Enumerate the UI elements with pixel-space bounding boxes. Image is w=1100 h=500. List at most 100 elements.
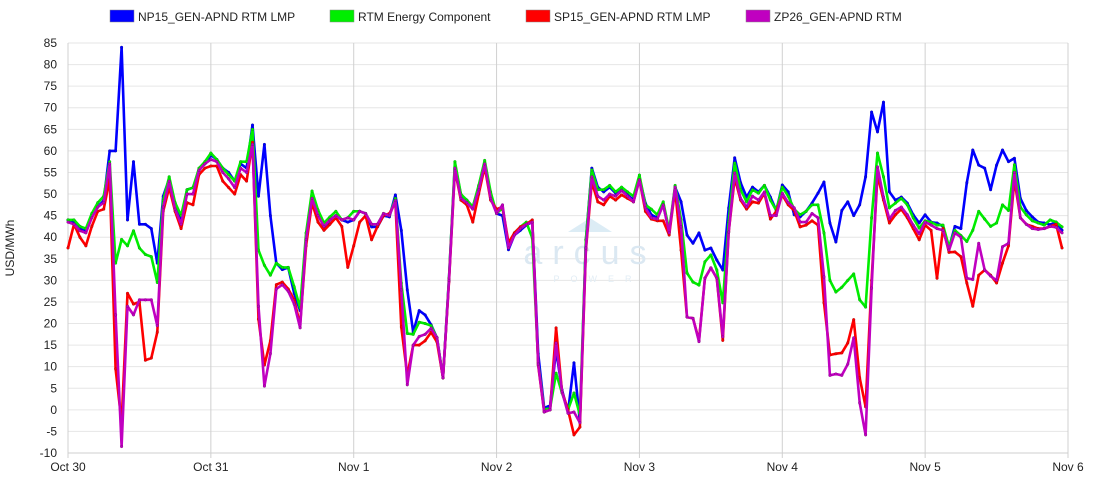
data-point <box>578 421 582 425</box>
y-tick-label: 50 <box>44 187 58 201</box>
data-point <box>84 231 88 235</box>
data-point <box>852 336 856 340</box>
data-point <box>316 214 320 218</box>
data-point <box>929 220 933 224</box>
data-point <box>423 339 427 343</box>
data-point <box>233 192 237 196</box>
data-point <box>209 157 213 162</box>
data-point <box>554 326 558 330</box>
data-point <box>512 233 517 237</box>
y-tick-label: 10 <box>44 360 58 374</box>
data-point <box>709 253 713 257</box>
series-rtm-energy-component <box>66 127 1064 417</box>
data-point <box>887 221 892 225</box>
data-point <box>947 248 951 252</box>
data-point <box>965 281 969 285</box>
data-point <box>66 220 70 224</box>
data-point <box>292 285 296 289</box>
data-point <box>274 261 278 265</box>
data-point <box>679 225 683 229</box>
data-point <box>1030 226 1034 231</box>
data-point <box>221 170 225 175</box>
data-point <box>131 302 136 306</box>
data-point <box>679 200 683 204</box>
y-tick-label: 55 <box>44 165 58 179</box>
data-point <box>84 244 88 248</box>
data-point <box>149 226 153 231</box>
data-point <box>971 148 975 152</box>
data-point <box>971 304 975 308</box>
data-point <box>858 401 862 405</box>
legend-item: NP15_GEN-APND RTM LMP <box>109 9 295 24</box>
data-point <box>108 162 112 166</box>
data-point <box>929 223 933 227</box>
series-group <box>66 45 1064 449</box>
data-point <box>846 341 850 345</box>
data-point <box>661 200 665 204</box>
data-point <box>792 206 796 210</box>
arcus-power-watermark: arcus POWER <box>523 218 647 284</box>
data-point <box>548 408 552 412</box>
data-point <box>167 175 171 179</box>
data-point <box>590 175 594 179</box>
data-point <box>768 214 772 218</box>
data-point <box>155 330 159 334</box>
data-point <box>209 151 213 155</box>
data-point <box>191 203 195 207</box>
y-tick-label: 5 <box>50 381 57 395</box>
data-point <box>268 352 272 356</box>
data-point <box>893 201 897 205</box>
data-point <box>869 286 874 290</box>
data-point <box>852 214 856 218</box>
data-point <box>786 194 790 198</box>
x-tick-label: Nov 1 <box>338 460 370 474</box>
data-point <box>244 170 249 175</box>
data-point <box>637 173 642 177</box>
data-point <box>649 216 653 220</box>
y-tick-label: 60 <box>44 144 58 158</box>
data-point <box>96 205 100 209</box>
data-point <box>90 216 94 220</box>
y-tick-label: 40 <box>44 230 58 244</box>
data-point <box>417 308 421 313</box>
data-point <box>381 211 386 216</box>
data-point <box>1006 208 1011 213</box>
data-point <box>875 151 880 155</box>
data-point <box>340 218 344 222</box>
data-point <box>762 183 767 188</box>
data-point <box>965 276 969 280</box>
data-point <box>542 410 546 414</box>
legend-label: NP15_GEN-APND RTM LMP <box>138 10 295 24</box>
data-point <box>506 246 511 250</box>
data-point <box>268 214 272 218</box>
data-point <box>756 191 761 195</box>
data-point <box>441 376 445 380</box>
data-point <box>352 218 356 222</box>
data-point <box>227 177 231 181</box>
x-tick-label: Nov 2 <box>481 460 513 474</box>
data-point <box>869 216 874 220</box>
data-point <box>887 206 892 210</box>
data-point <box>756 201 761 205</box>
data-point <box>762 190 767 194</box>
data-point <box>721 268 725 272</box>
data-point <box>864 433 868 437</box>
series-line <box>66 141 1064 437</box>
data-point <box>262 384 267 388</box>
data-point <box>256 194 261 198</box>
data-point <box>483 158 487 162</box>
data-point <box>1030 215 1034 219</box>
data-point <box>1060 231 1064 235</box>
data-point <box>828 221 832 225</box>
data-point <box>137 298 142 302</box>
data-point <box>465 201 469 205</box>
data-point <box>899 196 903 200</box>
data-point <box>798 220 802 224</box>
data-point <box>310 189 314 193</box>
data-point <box>852 272 856 276</box>
data-point <box>953 224 957 229</box>
y-axis-ticks: -10 -5 0 5 10 15 20 25 30 35 40 45 50 55 60 65 70 75 80 85 <box>40 36 58 460</box>
data-point <box>727 230 731 234</box>
data-point <box>994 281 999 285</box>
data-point <box>375 222 380 226</box>
